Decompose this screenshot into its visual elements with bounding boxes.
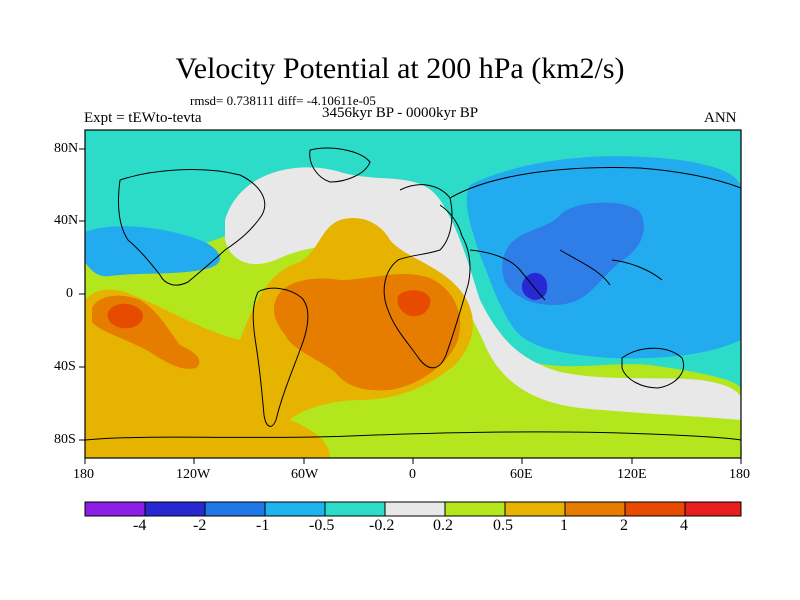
lat-ticks [79,148,85,441]
colorbar-label: -1 [256,517,270,534]
colorbar-label: -0.2 [369,517,395,534]
coastlines [85,147,741,441]
field-red-core-east [397,290,431,317]
stats-text: rmsd= 0.738111 diff= -4.10611e-05 [190,93,376,108]
colorbar-label: -4 [133,517,147,534]
lon-label-120w: 120W [176,467,211,482]
colorbar-swatch [324,501,386,517]
colorbar-swatch [264,501,326,517]
colorbar-swatch [444,501,506,517]
field-red-core-west [107,303,143,329]
coast-south-america [252,287,309,427]
colorbar-label: 1 [560,517,568,534]
colorbar-swatch [564,501,626,517]
lon-label-180e: 180 [729,467,750,482]
field-light-blue-west [85,226,221,277]
colorbar-swatch [204,501,266,517]
colorbar-swatch [384,501,446,517]
colorbar-swatch [84,501,146,517]
coast-australia [621,347,684,389]
coast-antarctica [85,431,741,441]
lon-label-0: 0 [409,467,416,482]
colorbar-swatch [504,501,566,517]
lon-ticks [84,458,742,464]
colorbar-swatch [624,501,686,517]
colorbar-label: -2 [193,517,207,534]
colorbar-label: -0.5 [309,517,335,534]
experiment-label: Expt = tEWto-tevta [84,110,202,126]
coast-north-america [117,169,266,286]
lon-label-60w: 60W [291,467,319,482]
lat-label-80s: 80S [54,432,76,447]
colorbar-label: 0.5 [493,517,513,534]
colorbar-label: 4 [680,517,688,534]
lon-label-120e: 120E [617,467,647,482]
colorbar-label: 0.2 [433,517,453,534]
colorbar-swatch [684,501,742,517]
colorbar-label: 2 [620,517,628,534]
map-title: Velocity Potential at 200 hPa (km2/s) [175,52,625,85]
lon-label-60e: 60E [510,467,533,482]
lat-label-40s: 40S [54,359,76,374]
lat-label-0: 0 [66,286,73,301]
contour-field [85,130,741,458]
colorbar-swatch [144,501,206,517]
season-label: ANN [704,110,737,126]
lat-label-40n: 40N [54,213,79,228]
coast-europe-africa [383,184,471,369]
coast-greenland [309,147,371,183]
period-label: 3456kyr BP - 0000kyr BP [322,105,479,121]
lon-label-180w: 180 [73,467,94,482]
colorbar [84,501,742,517]
lat-label-80n: 80N [54,141,79,156]
coast-asia [449,166,741,301]
